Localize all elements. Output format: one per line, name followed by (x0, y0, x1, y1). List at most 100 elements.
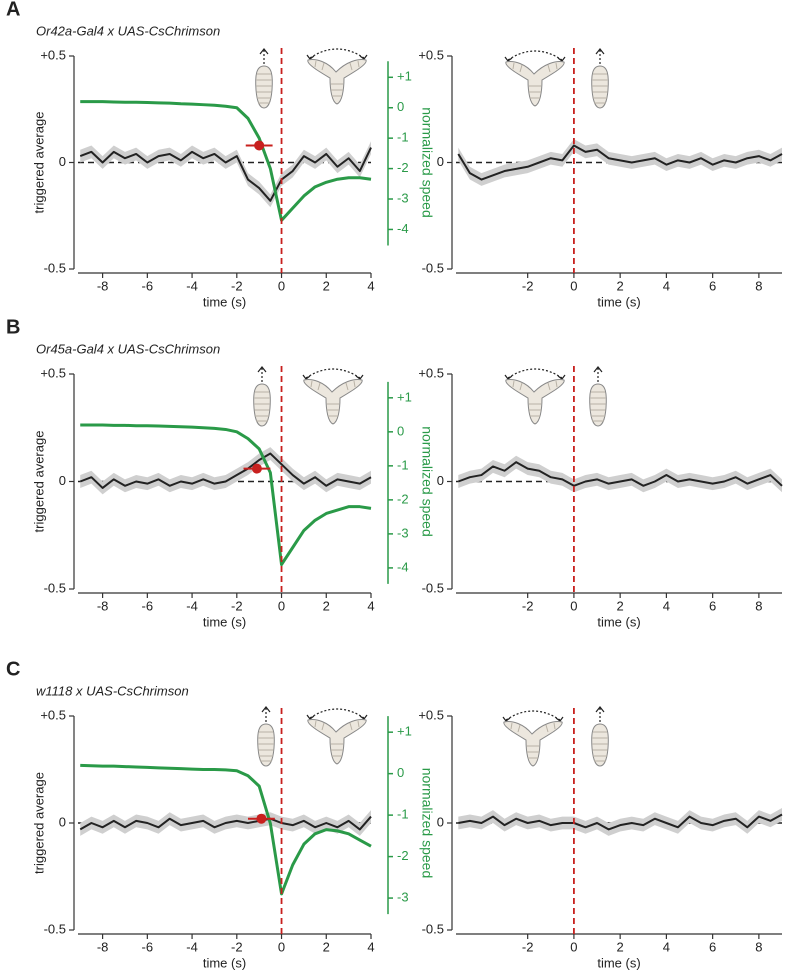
y-axis-label: triggered average (31, 772, 46, 874)
x-tick-label: 2 (617, 598, 624, 613)
x-tick-label: -8 (97, 598, 109, 613)
x-tick-label: 2 (323, 278, 330, 293)
onset-marker (254, 140, 265, 151)
y-tick-label: +0.5 (418, 47, 444, 62)
x-axis-label: time (s) (597, 614, 640, 629)
onset-marker (256, 813, 267, 824)
x-tick-label: 6 (709, 939, 716, 954)
average-line (457, 144, 783, 181)
larva-straight-icon (591, 48, 609, 109)
y2-tick-label: -3 (397, 525, 409, 540)
x-tick-label: -6 (142, 278, 154, 293)
onset-marker (251, 463, 262, 474)
error-band (80, 141, 372, 208)
larva-bend-icon (504, 50, 566, 107)
x-tick-label: 4 (367, 939, 374, 954)
error-band (458, 808, 782, 836)
x-tick-label: 8 (755, 939, 762, 954)
speed-line (80, 423, 372, 567)
y-tick-label: -0.5 (44, 921, 66, 936)
y2-tick-label: -1 (397, 807, 409, 822)
x-tick-label: 2 (617, 278, 624, 293)
y-axis-label: triggered average (31, 112, 46, 214)
y-tick-label: -0.5 (422, 580, 444, 595)
x-axis-label: time (s) (597, 294, 640, 309)
x-tick-label: -2 (522, 278, 534, 293)
y2-tick-label: +1 (397, 69, 412, 84)
y-tick-label: 0 (437, 814, 444, 829)
larva-bend-icon (302, 368, 364, 425)
x-tick-label: 4 (367, 278, 374, 293)
y2-tick-label: +1 (397, 389, 412, 404)
y-tick-label: +0.5 (418, 707, 444, 722)
y-tick-label: 0 (59, 814, 66, 829)
x-tick-label: 2 (323, 598, 330, 613)
larva-straight-icon (589, 366, 607, 427)
y-tick-label: -0.5 (422, 921, 444, 936)
y2-tick-label: -2 (397, 848, 409, 863)
x-axis-label: time (s) (203, 294, 246, 309)
x-tick-label: 2 (617, 939, 624, 954)
y2-axis-label: normalized speed (419, 768, 435, 879)
larva-straight-icon (257, 706, 275, 767)
x-tick-label: 4 (663, 598, 670, 613)
x-tick-label: -2 (522, 939, 534, 954)
speed-line (80, 100, 372, 222)
y2-tick-label: 0 (397, 423, 404, 438)
y-tick-label: 0 (59, 473, 66, 488)
y-tick-label: +0.5 (40, 707, 66, 722)
larva-straight-icon (253, 366, 271, 427)
x-tick-label: -2 (522, 598, 534, 613)
y2-tick-label: 0 (397, 99, 404, 114)
x-tick-label: -2 (231, 278, 243, 293)
x-tick-label: 4 (663, 939, 670, 954)
x-tick-label: 0 (570, 598, 577, 613)
y2-tick-label: -3 (397, 190, 409, 205)
x-axis-label: time (s) (203, 614, 246, 629)
x-tick-label: 0 (570, 278, 577, 293)
x-tick-label: 0 (570, 939, 577, 954)
x-tick-label: -4 (186, 278, 198, 293)
x-tick-label: -6 (142, 598, 154, 613)
x-tick-label: -8 (97, 278, 109, 293)
larva-bend-icon (504, 368, 566, 425)
x-tick-label: -4 (186, 598, 198, 613)
x-tick-label: 6 (709, 278, 716, 293)
y-axis-label: triggered average (31, 431, 46, 533)
x-tick-label: 2 (323, 939, 330, 954)
y-tick-label: -0.5 (422, 260, 444, 275)
y2-tick-label: +1 (397, 724, 412, 739)
x-axis-label: time (s) (597, 955, 640, 970)
y-tick-label: +0.5 (40, 47, 66, 62)
average-line (457, 461, 783, 487)
x-tick-label: 0 (278, 598, 285, 613)
x-tick-label: -2 (231, 939, 243, 954)
x-tick-label: 0 (278, 278, 285, 293)
panel-letter: C (6, 658, 20, 680)
y2-tick-label: -1 (397, 457, 409, 472)
y2-tick-label: -3 (397, 890, 409, 905)
x-tick-label: 0 (278, 939, 285, 954)
x-tick-label: 8 (755, 598, 762, 613)
panel-title: w1118 x UAS-CsChrimson (36, 683, 189, 698)
x-tick-label: 8 (755, 278, 762, 293)
x-tick-label: 4 (367, 598, 374, 613)
y2-tick-label: 0 (397, 765, 404, 780)
panel-letter: B (6, 316, 20, 338)
error-band (458, 139, 782, 186)
y2-tick-label: -2 (397, 491, 409, 506)
y-tick-label: +0.5 (40, 365, 66, 380)
average-line (79, 147, 372, 202)
x-axis-label: time (s) (203, 955, 246, 970)
x-tick-label: -4 (186, 939, 198, 954)
x-tick-label: 6 (709, 598, 716, 613)
x-tick-label: -2 (231, 598, 243, 613)
larva-straight-icon (591, 706, 609, 767)
panel-title: Or45a-Gal4 x UAS-CsChrimson (36, 341, 220, 356)
larva-straight-icon (255, 48, 273, 109)
panel-title: Or42a-Gal4 x UAS-CsChrimson (36, 23, 220, 38)
error-band (80, 447, 372, 495)
larva-bend-icon (306, 708, 368, 765)
x-tick-label: -8 (97, 939, 109, 954)
